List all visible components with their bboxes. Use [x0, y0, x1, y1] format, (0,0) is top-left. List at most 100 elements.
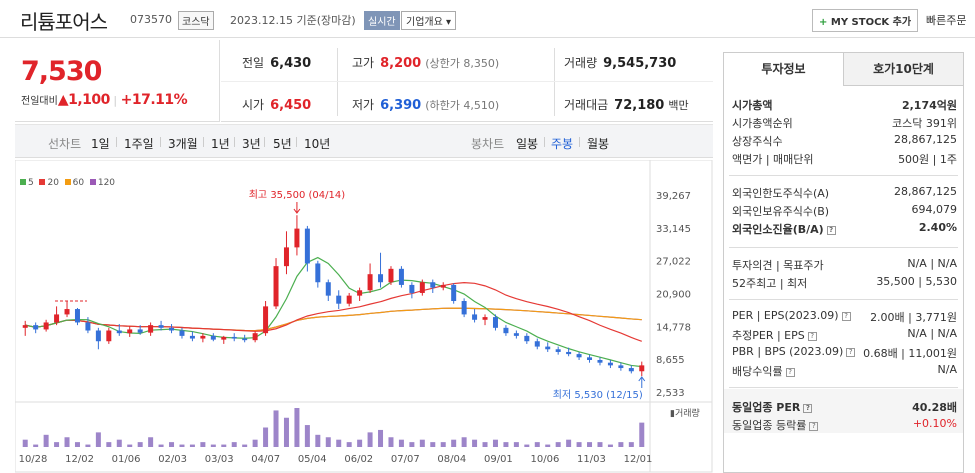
candle-body [325, 282, 331, 296]
candle-body [440, 284, 446, 288]
candle-body [513, 333, 519, 336]
candle-body [482, 317, 488, 320]
volume-bar [566, 439, 572, 447]
ma20-swatch [39, 179, 46, 185]
volume-bar [74, 442, 80, 447]
candle-body [304, 228, 310, 264]
candle-body [430, 282, 436, 288]
candle-body [169, 327, 175, 331]
volume-bar [169, 442, 175, 447]
info-row-value: 코스닥 391위 [892, 117, 957, 130]
candle-body [64, 309, 70, 315]
divider [729, 247, 958, 248]
info-row-label: PER | EPS(2023.09)? [732, 309, 851, 322]
volume-bar [492, 439, 498, 447]
candle-weekly[interactable]: 주봉 [551, 137, 574, 151]
volume-bar [106, 442, 112, 447]
divider [729, 175, 958, 176]
period-1y[interactable]: 1년 [211, 137, 230, 151]
volume-bar [451, 439, 457, 447]
open-price: 시가 6,450 [242, 98, 312, 113]
help-icon[interactable]: ? [841, 311, 851, 321]
realtime-button[interactable]: 실시간 [364, 11, 400, 30]
x-tick-label: 11/03 [577, 454, 606, 465]
candle-body [179, 330, 185, 336]
ma120-label: 120 [97, 178, 116, 188]
plus-icon: + [819, 17, 828, 28]
help-icon[interactable]: ? [809, 421, 819, 431]
x-tick-label: 08/04 [437, 454, 466, 465]
candle-monthly[interactable]: 월봉 [587, 137, 610, 151]
up-arrow-icon: ▲ [57, 92, 69, 108]
volume-bar [294, 408, 300, 447]
y-tick-label: 14,778 [656, 322, 691, 333]
add-mystock-button[interactable]: + MY STOCK 추가 [812, 9, 919, 32]
candle-body [618, 365, 624, 369]
low-annotation: 최저 5,530 (12/15) [553, 389, 643, 401]
volume-bar [325, 437, 331, 447]
help-icon[interactable]: ? [785, 367, 795, 377]
low-price: 저가 6,390 (하한가 4,510) [352, 98, 500, 113]
period-5y[interactable]: 5년 [273, 137, 292, 151]
candle-body [189, 335, 195, 339]
candle-daily[interactable]: 일봉 [516, 137, 539, 151]
volume-bar [388, 437, 394, 447]
volume-bar [64, 437, 70, 447]
price-change: 전일대비▲1,100 | +17.11% [21, 92, 188, 108]
period-10y[interactable]: 10년 [304, 137, 331, 151]
quick-order-link[interactable]: 빠른주문 [926, 14, 967, 27]
candle-body [85, 322, 91, 331]
ma60-label: 60 [72, 178, 85, 188]
candle-body [492, 317, 498, 328]
help-icon[interactable]: ? [803, 403, 813, 413]
volume-bar [200, 442, 206, 447]
candle-body [545, 346, 551, 350]
period-1d[interactable]: 1일 [91, 137, 110, 151]
candle-body [137, 329, 143, 333]
candle-body [378, 274, 384, 283]
info-row-value: 694,079 [911, 203, 958, 216]
info-row-value: 2.40% [918, 221, 957, 234]
volume-bar [33, 444, 39, 447]
company-overview-button[interactable]: 기업개요 ▾ [401, 11, 456, 30]
chart-toolbar: 선차트 1일 1주일 3개월 1년 3년 5년 10년 봉차트 일봉 주봉 월봉 [15, 124, 713, 158]
help-icon[interactable]: ? [826, 225, 836, 235]
info-row-value: N/A | N/A [907, 257, 957, 270]
candle-body [576, 354, 582, 358]
period-1w[interactable]: 1주일 [124, 137, 154, 151]
volume-bar [430, 442, 436, 447]
tab-investment-info[interactable]: 투자정보 [724, 53, 844, 86]
candle-body [607, 362, 613, 366]
help-icon[interactable]: ? [846, 347, 856, 357]
volume-bar [545, 444, 551, 447]
candle-body [127, 329, 133, 334]
candle-body [451, 284, 457, 302]
candle-body [461, 301, 467, 315]
change-percent: +17.11% [120, 92, 188, 108]
period-3m[interactable]: 3개월 [168, 137, 198, 151]
volume-bar [273, 410, 279, 447]
candle-body [158, 325, 164, 328]
info-row-label: 52주최고 | 최저 [732, 277, 808, 290]
ma20-line [25, 282, 642, 342]
info-row-label: PBR | BPS (2023.09)? [732, 345, 856, 358]
volume-bar [378, 429, 384, 447]
candle-body [587, 357, 593, 360]
x-tick-label: 09/01 [484, 454, 513, 465]
investment-info-panel: 투자정보 호가10단계 시가총액 2,174억원 시가총액순위 코스닥 391위 상장주… [723, 52, 964, 473]
volume-bar [419, 439, 425, 447]
candle-body [210, 335, 216, 340]
volume-bar [524, 444, 530, 447]
x-tick-label: 12/01 [624, 454, 653, 465]
volume-bar [231, 442, 237, 447]
help-icon[interactable]: ? [807, 331, 817, 341]
info-row-value: 28,867,125 [894, 133, 957, 146]
candle-body [22, 325, 28, 328]
info-row-value: N/A [937, 363, 957, 376]
candle-body [294, 228, 300, 248]
candle-body [357, 290, 363, 296]
period-3y[interactable]: 3년 [242, 137, 261, 151]
volume-bar [116, 439, 122, 447]
volume: 거래량 9,545,730 [564, 56, 677, 71]
tab-order-book[interactable]: 호가10단계 [844, 53, 963, 86]
